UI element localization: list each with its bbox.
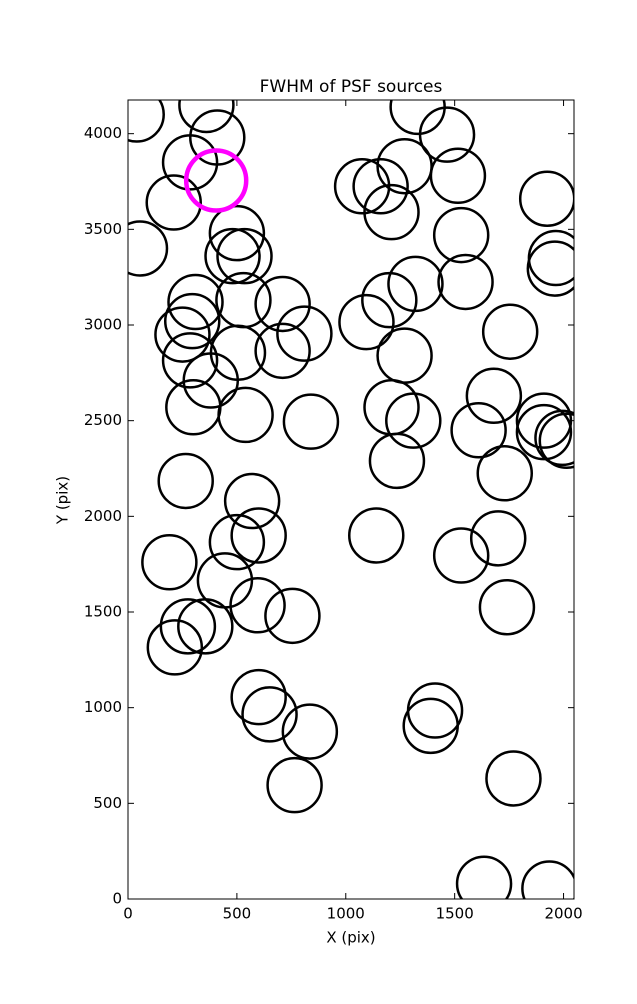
source-circle xyxy=(128,100,165,143)
source-circle xyxy=(145,174,202,231)
source-circle xyxy=(538,412,574,470)
source-circle xyxy=(534,409,574,467)
x-tick-label: 0 xyxy=(123,905,133,923)
source-circle xyxy=(167,273,224,331)
y-tick-label: 4000 xyxy=(84,124,122,142)
source-circle xyxy=(141,534,198,591)
y-tick-label: 3000 xyxy=(84,316,122,334)
source-circle xyxy=(182,352,240,409)
source-circle xyxy=(217,386,274,444)
source-circle xyxy=(348,507,405,564)
source-circle xyxy=(363,183,420,241)
x-tick-label: 1500 xyxy=(436,905,474,923)
source-circle xyxy=(241,686,298,743)
source-circle xyxy=(450,401,507,459)
source-circle xyxy=(429,147,487,205)
source-circle xyxy=(178,100,235,134)
source-circle xyxy=(465,367,523,425)
y-axis-label: Y (pix) xyxy=(54,476,72,525)
source-circle xyxy=(368,432,426,490)
source-circle xyxy=(266,756,323,814)
x-tick-label: 2000 xyxy=(544,905,582,923)
source-circle xyxy=(163,292,221,350)
source-circle xyxy=(254,275,311,333)
source-circle xyxy=(230,668,287,726)
axes-frame xyxy=(127,99,575,900)
source-circle xyxy=(385,392,442,449)
source-circle xyxy=(159,598,217,655)
source-circle xyxy=(204,227,261,285)
source-circle xyxy=(229,577,286,634)
source-circle xyxy=(216,227,273,285)
source-circle xyxy=(352,158,409,215)
source-circle xyxy=(363,379,420,436)
source-circle xyxy=(161,134,219,191)
source-circle xyxy=(146,619,204,676)
source-circle xyxy=(361,271,418,329)
source-circle xyxy=(376,327,433,384)
x-axis-label: X (pix) xyxy=(326,929,375,947)
source-circle xyxy=(223,472,281,530)
source-circle xyxy=(402,697,459,755)
source-circle xyxy=(518,170,574,227)
source-circle xyxy=(521,860,574,899)
source-circle xyxy=(418,106,476,163)
source-circle xyxy=(481,303,539,360)
source-circle xyxy=(276,305,333,362)
source-circle xyxy=(282,393,340,450)
x-tick-label: 1000 xyxy=(327,905,365,923)
y-tick-label: 2500 xyxy=(84,411,122,429)
y-tick-label: 0 xyxy=(112,890,122,908)
y-tick-label: 500 xyxy=(93,794,122,812)
x-tick-label: 500 xyxy=(223,905,252,923)
source-circle xyxy=(264,587,321,645)
source-circle xyxy=(128,220,169,277)
y-tick-label: 2000 xyxy=(84,507,122,525)
source-circle xyxy=(455,855,513,899)
source-circle xyxy=(485,750,542,807)
source-circle xyxy=(515,392,573,449)
source-circle xyxy=(437,253,494,311)
source-circle xyxy=(432,206,490,264)
source-circle xyxy=(208,204,266,262)
source-circle xyxy=(177,598,234,655)
source-circle xyxy=(154,306,211,363)
source-circle xyxy=(476,445,533,502)
source-circle xyxy=(254,322,311,380)
source-circle xyxy=(183,148,249,213)
source-circle xyxy=(526,240,574,297)
source-circle xyxy=(281,703,339,760)
source-circle xyxy=(157,452,214,510)
source-circle xyxy=(469,510,527,567)
y-tick-label: 1000 xyxy=(84,698,122,716)
source-circle xyxy=(432,527,490,584)
source-circle xyxy=(478,578,536,636)
plot-area xyxy=(128,100,574,899)
source-circle xyxy=(208,513,266,571)
source-circle xyxy=(161,332,219,389)
y-tick-label: 1500 xyxy=(84,603,122,621)
source-circle xyxy=(527,229,574,287)
source-circle xyxy=(338,293,395,351)
source-circle xyxy=(230,507,287,564)
chart-title: FWHM of PSF sources xyxy=(260,77,443,97)
y-tick-label: 3500 xyxy=(84,220,122,238)
source-circle xyxy=(387,255,444,313)
